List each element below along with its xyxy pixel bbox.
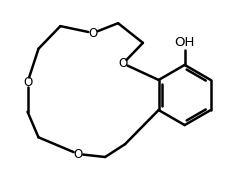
Text: O: O — [88, 27, 98, 40]
Text: OH: OH — [174, 36, 195, 49]
Text: O: O — [23, 76, 32, 89]
Text: O: O — [74, 148, 83, 161]
Text: O: O — [118, 57, 128, 70]
